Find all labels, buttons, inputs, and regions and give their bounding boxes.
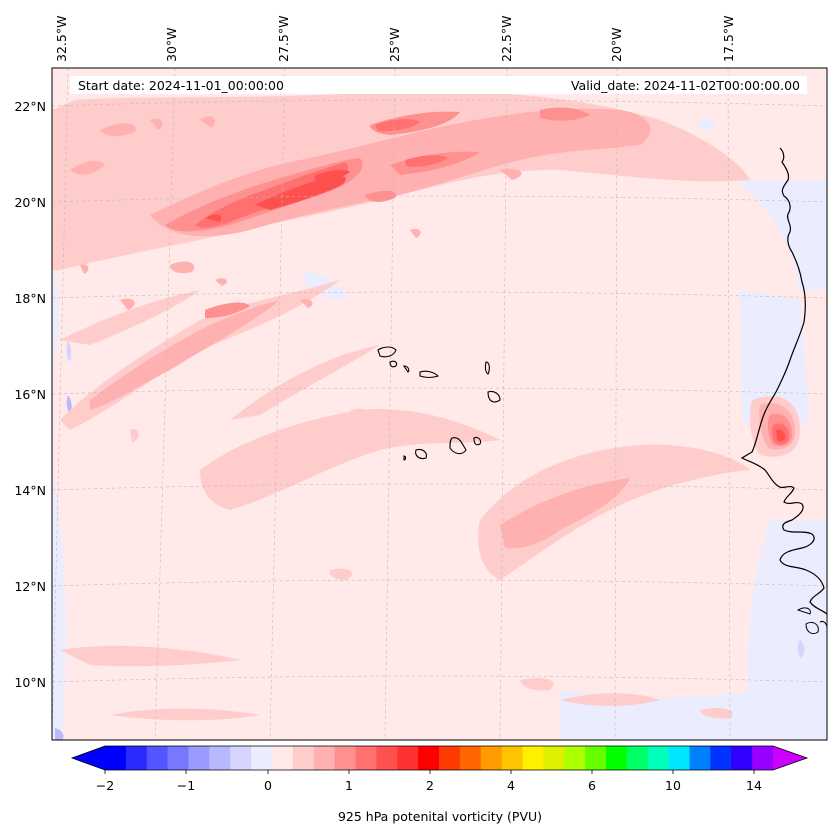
colorbar-bin (355, 746, 377, 770)
lat-label: 22°N (14, 99, 46, 114)
map-panel (52, 68, 827, 740)
lat-label: 10°N (14, 675, 46, 690)
lat-label: 16°N (14, 387, 46, 402)
longitude-labels: 32.5°W 30°W 27.5°W 25°W 22.5°W 20°W 17.5… (54, 16, 736, 62)
lat-label: 12°N (14, 579, 46, 594)
pv-contour-1.25 (205, 169, 786, 442)
lon-label: 27.5°W (276, 16, 291, 62)
colorbar: −2 −1 0 1 2 4 6 10 14 925 hPa potenital … (70, 745, 809, 824)
colorbar-bin (292, 746, 315, 770)
colorbar-bin (626, 746, 649, 770)
colorbar-tick-label: 6 (588, 778, 596, 793)
colorbar-bin (501, 746, 523, 770)
colorbar-tick-label: 4 (507, 778, 515, 793)
colorbar-bin (668, 746, 690, 770)
colorbar-bin (105, 746, 127, 770)
colorbar-bin (313, 746, 336, 770)
lon-label: 25°W (387, 27, 402, 62)
colorbar-tick-label: −2 (96, 778, 114, 793)
colorbar-bin (397, 746, 419, 770)
colorbar-bin (209, 746, 231, 770)
colorbar-bin (543, 746, 565, 770)
colorbar-bin (188, 746, 210, 770)
lat-label: 18°N (14, 291, 46, 306)
lat-label: 20°N (14, 195, 46, 210)
colorbar-label: 925 hPa potenital vorticity (PVU) (338, 809, 542, 824)
colorbar-bin (272, 746, 294, 770)
colorbar-bin (480, 746, 503, 770)
colorbar-bin (647, 746, 670, 770)
colorbar-ticks (104, 770, 755, 774)
africa-coastline (740, 147, 827, 615)
latitude-labels: 22°N 20°N 18°N 16°N 14°N 12°N 10°N (14, 99, 46, 690)
colorbar-bin (689, 746, 711, 770)
colorbar-bin (146, 746, 169, 770)
colorbar-bins (105, 746, 774, 770)
lat-label: 14°N (14, 483, 46, 498)
lon-label: 32.5°W (54, 16, 69, 62)
lon-label: 17.5°W (721, 16, 736, 62)
colorbar-bin (606, 746, 628, 770)
valid-date-text: Valid_date: 2024-11-02T00:00:00.00 (571, 78, 800, 93)
colorbar-bin (167, 746, 189, 770)
start-date-text: Start date: 2024-11-01_00:00:00 (78, 78, 284, 93)
map-frame (51, 67, 828, 741)
header-box (70, 76, 807, 94)
colorbar-bin (230, 746, 252, 770)
colorbar-bin (439, 746, 461, 770)
lon-label: 30°W (164, 27, 179, 62)
lon-label: 22.5°W (499, 16, 514, 62)
colorbar-tick-label: 2 (426, 778, 434, 793)
colorbar-bin (418, 746, 440, 770)
colorbar-bin (522, 746, 544, 770)
colorbar-tick-label: 14 (746, 778, 762, 793)
colorbar-bin (564, 746, 586, 770)
colorbar-bin (585, 746, 607, 770)
colorbar-bin (710, 746, 732, 770)
colorbar-bin (459, 746, 482, 770)
colorbar-tick-label: 10 (665, 778, 681, 793)
colorbar-bin (376, 746, 398, 770)
colorbar-bin (251, 746, 273, 770)
colorbar-bin (334, 746, 356, 770)
cape-verde-islands (377, 346, 501, 461)
colorbar-extend-min (72, 746, 105, 770)
gridlines (52, 68, 827, 740)
colorbar-tick-label: −1 (177, 778, 195, 793)
colorbar-tick-label: 1 (345, 778, 353, 793)
colorbar-bin (125, 746, 148, 770)
colorbar-tick-labels: −2 −1 0 1 2 4 6 10 14 (96, 778, 762, 793)
colorbar-extend-max (773, 746, 807, 770)
lon-label: 20°W (609, 27, 624, 62)
colorbar-bin (752, 746, 774, 770)
colorbar-bin (731, 746, 753, 770)
colorbar-tick-label: 0 (264, 778, 272, 793)
